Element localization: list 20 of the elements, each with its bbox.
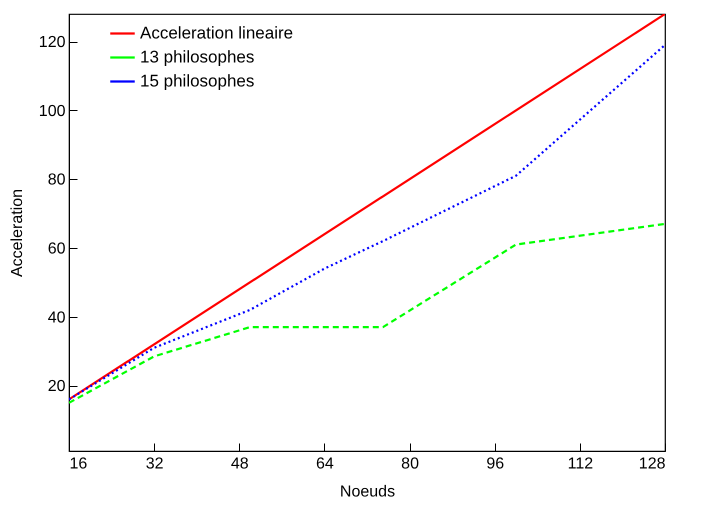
x-tick-label: 128 <box>638 456 666 472</box>
x-tick-label: 96 <box>486 456 504 472</box>
y-tick-label: 120 <box>38 34 66 52</box>
y-tick-label: 60 <box>48 240 66 258</box>
x-tick-label: 64 <box>316 456 334 472</box>
y-tick-label: 20 <box>48 378 66 396</box>
x-tick-label: 32 <box>146 456 164 472</box>
x-axis-title: Noeuds <box>340 484 396 500</box>
y-tick-label: 40 <box>48 309 66 326</box>
x-tick-label: 48 <box>230 456 249 472</box>
x-tick-label: 112 <box>568 456 594 472</box>
legend-label: Acceleration lineaire <box>140 24 294 42</box>
legend-label: 15 philosophes <box>140 72 254 90</box>
line-series <box>69 222 665 404</box>
y-tick-label: 100 <box>38 102 66 120</box>
x-tick-label: 80 <box>401 456 420 472</box>
y-tick-label: 80 <box>48 172 66 189</box>
x-tick-label: 16 <box>70 456 88 472</box>
y-axis-title: Acceleration <box>8 188 26 278</box>
legend-label: 13 philosophes <box>140 48 254 66</box>
